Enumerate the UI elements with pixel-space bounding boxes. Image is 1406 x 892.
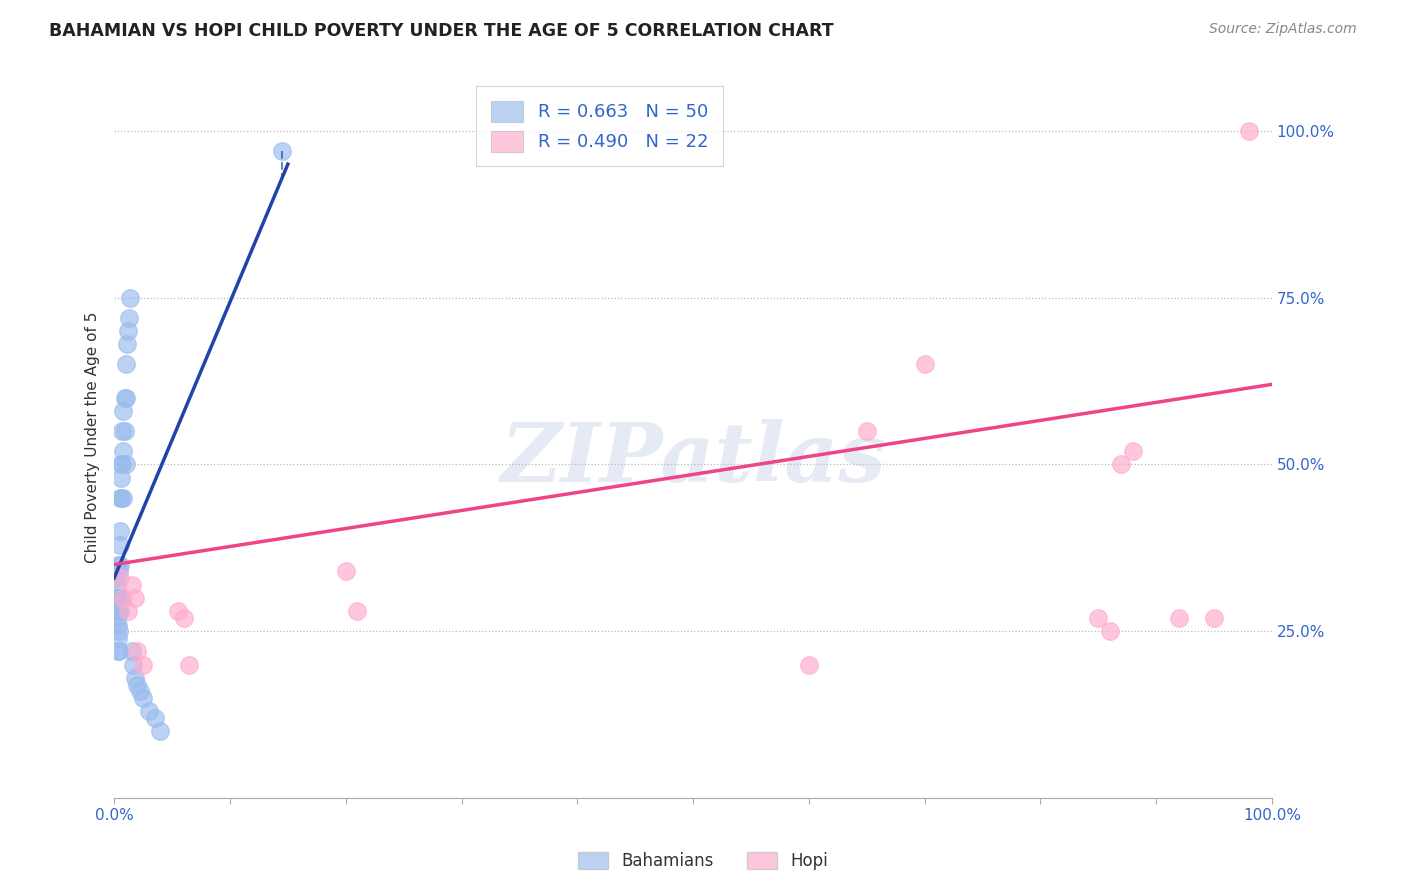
Point [107, 631, 129, 645]
Point [108, 537, 131, 551]
Point [108, 644, 131, 658]
Point [111, 424, 134, 438]
Text: ZIPatlas: ZIPatlas [501, 419, 886, 500]
Point [108, 604, 131, 618]
Y-axis label: Child Poverty Under the Age of 5: Child Poverty Under the Age of 5 [86, 312, 100, 564]
Point [110, 491, 132, 505]
Point [117, 604, 139, 618]
Point [149, 724, 172, 739]
Point [271, 144, 294, 158]
Text: BAHAMIAN VS HOPI CHILD POVERTY UNDER THE AGE OF 5 CORRELATION CHART: BAHAMIAN VS HOPI CHILD POVERTY UNDER THE… [49, 22, 834, 40]
Legend: Bahamians, Hopi: Bahamians, Hopi [571, 845, 835, 877]
Point [914, 357, 936, 371]
Point [105, 591, 128, 605]
Point [114, 458, 136, 472]
Point [112, 591, 135, 605]
Point [108, 558, 131, 572]
Point [138, 704, 160, 718]
Point [107, 604, 129, 618]
Point [112, 491, 135, 505]
Point [124, 671, 146, 685]
Point [105, 611, 128, 625]
Point [173, 611, 195, 625]
Point [107, 591, 129, 605]
Point [110, 458, 132, 472]
Point [105, 577, 128, 591]
Point [1202, 611, 1225, 625]
Point [107, 558, 129, 572]
Point [143, 711, 166, 725]
Point [128, 684, 150, 698]
Point [127, 644, 149, 658]
Point [1098, 624, 1121, 639]
Point [108, 591, 131, 605]
Point [108, 524, 131, 538]
Point [114, 357, 136, 371]
Point [111, 458, 134, 472]
Text: Source: ZipAtlas.com: Source: ZipAtlas.com [1209, 22, 1357, 37]
Point [114, 424, 136, 438]
Point [1122, 444, 1144, 458]
Point [121, 577, 143, 591]
Point [335, 564, 357, 578]
Point [1087, 611, 1109, 625]
Point [179, 657, 201, 672]
Point [132, 690, 155, 705]
Point [127, 678, 149, 692]
Legend: R = 0.663   N = 50, R = 0.490   N = 22: R = 0.663 N = 50, R = 0.490 N = 22 [477, 87, 723, 166]
Point [121, 644, 143, 658]
Point [104, 604, 127, 618]
Point [107, 617, 129, 632]
Point [797, 657, 820, 672]
Point [167, 604, 190, 618]
Point [114, 391, 136, 405]
Point [108, 571, 131, 585]
Point [108, 591, 131, 605]
Point [110, 591, 132, 605]
Point [1168, 611, 1191, 625]
Point [855, 424, 877, 438]
Point [117, 324, 139, 338]
Point [124, 591, 146, 605]
Point [115, 337, 138, 351]
Point [118, 310, 141, 325]
Point [104, 571, 127, 585]
Point [108, 491, 131, 505]
Point [108, 564, 131, 578]
Point [346, 604, 368, 618]
Point [112, 404, 135, 418]
Point [108, 604, 131, 618]
Point [1111, 458, 1133, 472]
Point [1237, 124, 1260, 138]
Point [110, 471, 132, 485]
Point [121, 657, 143, 672]
Point [114, 391, 136, 405]
Point [120, 291, 142, 305]
Point [112, 444, 135, 458]
Point [108, 624, 131, 639]
Point [107, 644, 129, 658]
Point [132, 657, 155, 672]
